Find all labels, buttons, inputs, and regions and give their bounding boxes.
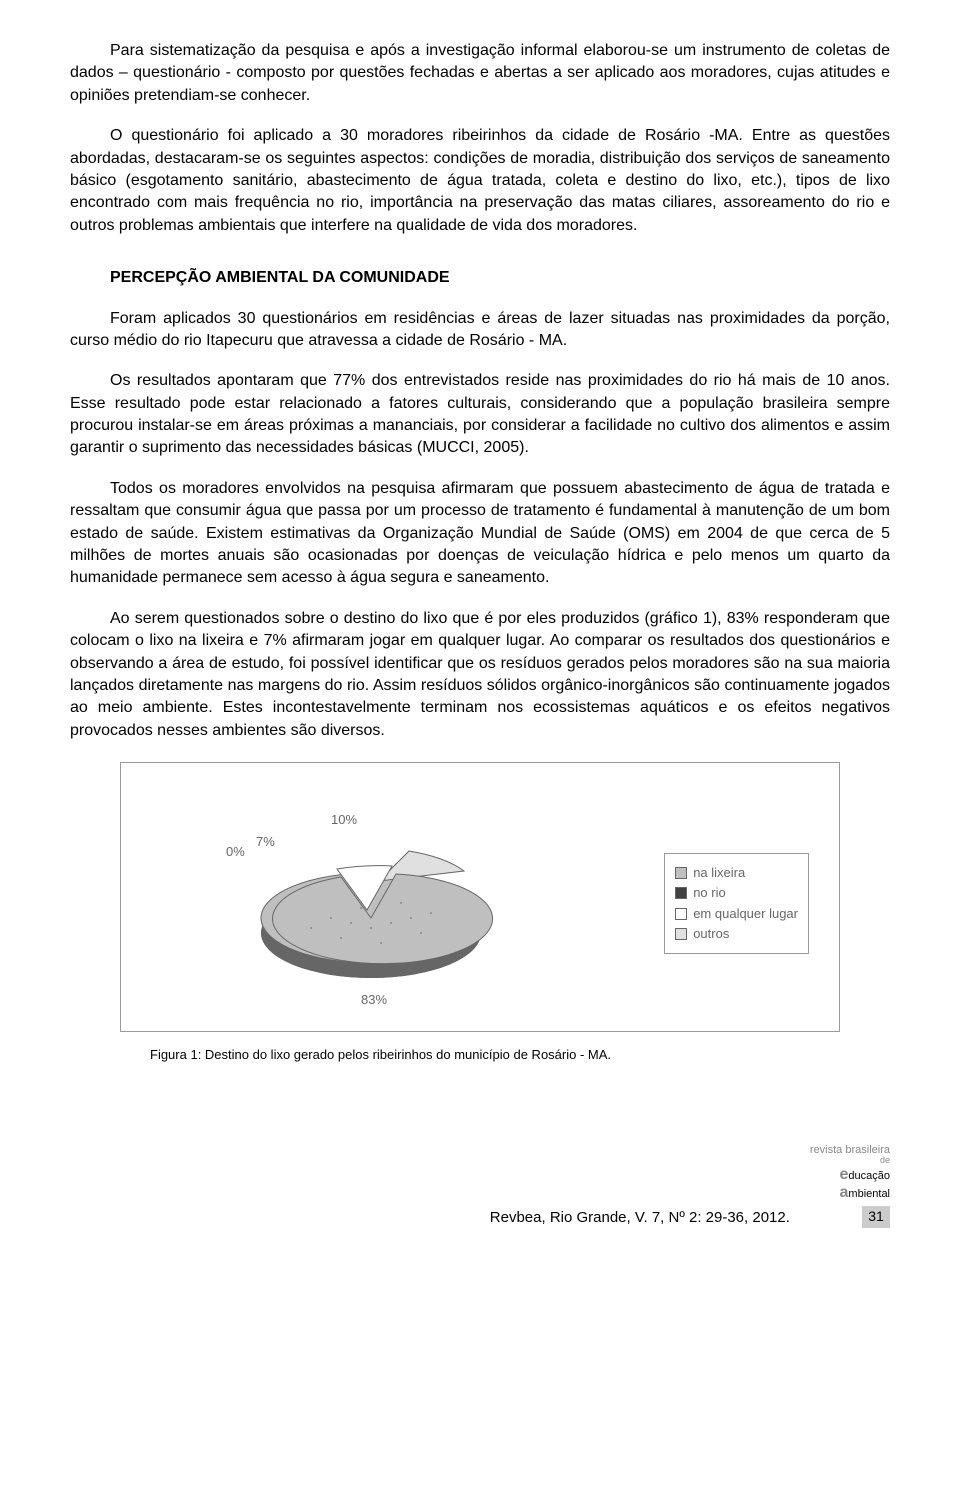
paragraph-p6: Ao serem questionados sobre o destino do… [70, 608, 890, 742]
paragraph-p1: Para sistematização da pesquisa e após a… [70, 40, 890, 107]
footer-logo-line1: revista brasileira [810, 1144, 890, 1156]
legend-swatch [675, 908, 687, 920]
legend-label: na lixeira [693, 864, 745, 882]
footer-logo-line3: educação [810, 1166, 890, 1184]
footer-logo-line4: ambiental [810, 1184, 890, 1202]
figure-caption: Figura 1: Destino do lixo gerado pelos r… [150, 1046, 890, 1064]
footer-logo: revista brasileira de educação ambiental [810, 1144, 890, 1201]
paragraph-p3: Foram aplicados 30 questionários em resi… [70, 308, 890, 353]
page-footer: Revbea, Rio Grande, V. 7, Nº 2: 29-36, 2… [70, 1144, 890, 1227]
legend-label: outros [693, 925, 729, 943]
legend-swatch [675, 867, 687, 879]
pie-chart-container: 0% 7% 10% 83% na lixeira no rio em qualq… [120, 762, 840, 1032]
legend-swatch [675, 928, 687, 940]
pie-label-7: 7% [256, 833, 275, 851]
legend-label: no rio [693, 884, 726, 902]
paragraph-p5: Todos os moradores envolvidos na pesquis… [70, 478, 890, 590]
pie-chart: 0% 7% 10% 83% [221, 803, 521, 1013]
pie-label-10: 10% [331, 811, 357, 829]
legend-label: em qualquer lugar [693, 905, 798, 923]
pie-label-83: 83% [361, 991, 387, 1009]
footer-logo-block: revista brasileira de educação ambiental… [810, 1144, 890, 1227]
footer-citation: Revbea, Rio Grande, V. 7, Nº 2: 29-36, 2… [490, 1207, 790, 1228]
chart-legend: na lixeira no rio em qualquer lugar outr… [664, 853, 809, 954]
legend-item-outros: outros [675, 925, 798, 943]
footer-logo-line2: de [810, 1156, 890, 1166]
footer-logo-ducacao: ducação [848, 1170, 890, 1182]
page-number: 31 [862, 1206, 890, 1228]
legend-item-qualquer: em qualquer lugar [675, 905, 798, 923]
pie-label-0: 0% [226, 843, 245, 861]
paragraph-p2: O questionário foi aplicado a 30 morador… [70, 125, 890, 237]
paragraph-p4: Os resultados apontaram que 77% dos entr… [70, 370, 890, 460]
footer-logo-mbiental: mbiental [848, 1188, 890, 1200]
legend-item-lixeira: na lixeira [675, 864, 798, 882]
legend-item-rio: no rio [675, 884, 798, 902]
legend-swatch [675, 887, 687, 899]
section-heading: PERCEPÇÃO AMBIENTAL DA COMUNIDADE [70, 267, 890, 289]
